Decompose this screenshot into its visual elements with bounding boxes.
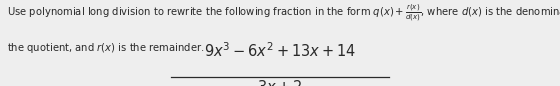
Text: $3x + 2$: $3x + 2$ — [257, 79, 303, 86]
Text: $9x^3 - 6x^2 + 13x + 14$: $9x^3 - 6x^2 + 13x + 14$ — [204, 42, 356, 60]
Text: the quotient, and $r(x)$ is the remainder.: the quotient, and $r(x)$ is the remainde… — [7, 41, 204, 55]
Text: Use polynomial long division to rewrite the following fraction in the form $q(x): Use polynomial long division to rewrite … — [7, 3, 560, 24]
